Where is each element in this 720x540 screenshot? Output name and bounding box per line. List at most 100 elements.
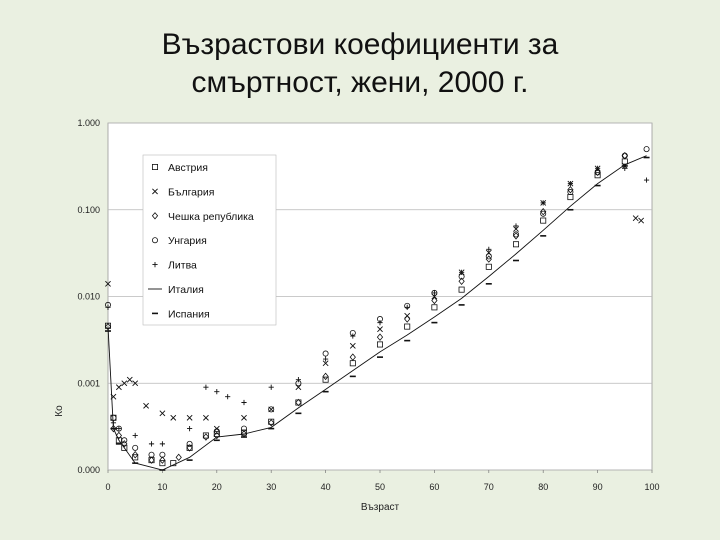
data-point xyxy=(404,315,411,323)
data-point xyxy=(377,320,383,326)
data-point xyxy=(621,151,628,160)
data-point xyxy=(186,414,193,421)
data-point xyxy=(643,177,650,183)
data-point xyxy=(132,454,139,461)
data-point xyxy=(376,341,383,348)
data-point xyxy=(159,410,166,417)
data-point xyxy=(349,342,356,349)
x-axis-title: Възраст xyxy=(361,502,400,513)
y-axis-title: Ко xyxy=(54,405,65,417)
data-point xyxy=(540,200,546,206)
data-point xyxy=(116,426,122,432)
data-point xyxy=(621,152,628,159)
data-point xyxy=(110,424,117,433)
x-tick-label: 50 xyxy=(375,482,385,492)
data-point xyxy=(187,426,193,432)
data-point xyxy=(186,444,193,452)
data-point xyxy=(202,432,209,439)
legend-marker xyxy=(151,212,159,220)
data-point xyxy=(202,433,210,441)
data-point xyxy=(121,380,128,387)
y-tick-label: 0.100 xyxy=(77,205,100,215)
data-point xyxy=(322,350,329,357)
data-point xyxy=(632,215,639,222)
data-point xyxy=(486,246,492,252)
data-point xyxy=(540,217,547,224)
data-point xyxy=(513,231,520,238)
data-point xyxy=(349,353,356,361)
data-point xyxy=(121,440,128,448)
data-point xyxy=(594,168,601,177)
data-point xyxy=(115,384,122,391)
data-point xyxy=(404,323,411,330)
data-point xyxy=(540,207,547,216)
series-plus xyxy=(105,165,650,447)
legend-label: България xyxy=(168,186,214,198)
legend-label: Австрия xyxy=(168,162,208,174)
series-line xyxy=(107,155,647,471)
legend-marker xyxy=(152,262,158,268)
data-point xyxy=(350,333,356,339)
x-tick-label: 80 xyxy=(538,482,548,492)
y-tick-label: 1.000 xyxy=(77,118,100,128)
data-point xyxy=(567,186,574,194)
x-tick-label: 30 xyxy=(266,482,276,492)
data-point xyxy=(268,384,274,390)
data-point xyxy=(170,414,177,421)
data-point xyxy=(186,440,193,447)
series-line xyxy=(107,155,647,471)
data-point xyxy=(323,356,329,362)
data-point xyxy=(170,460,177,467)
slide-title-line-1: Възрастови коефициенти за xyxy=(161,28,559,61)
data-point xyxy=(159,451,166,458)
data-point xyxy=(322,372,329,381)
y-tick-label: 0.001 xyxy=(77,378,100,388)
data-point xyxy=(143,402,149,409)
data-point xyxy=(595,165,601,171)
data-point xyxy=(159,441,165,447)
data-point xyxy=(513,226,519,232)
data-point xyxy=(159,456,166,464)
data-point xyxy=(132,444,139,451)
data-point xyxy=(148,456,155,464)
data-series xyxy=(104,146,650,471)
data-point xyxy=(376,333,384,341)
data-point xyxy=(540,210,547,217)
legend-label: Унгария xyxy=(168,235,207,247)
legend-label: Италия xyxy=(168,284,204,296)
data-point xyxy=(513,241,520,248)
legend-marker xyxy=(152,188,158,195)
data-point xyxy=(322,360,329,367)
data-point xyxy=(214,389,220,395)
data-point xyxy=(115,431,123,440)
data-point xyxy=(105,280,111,287)
data-point xyxy=(512,232,520,240)
data-point xyxy=(513,223,519,229)
y-tick-label: 0.000 xyxy=(77,465,100,475)
data-point xyxy=(459,269,465,275)
data-point xyxy=(148,441,155,447)
data-point xyxy=(121,437,128,444)
data-point xyxy=(203,414,209,421)
data-point xyxy=(485,263,492,270)
data-point xyxy=(126,376,133,383)
data-point xyxy=(241,399,247,406)
x-tick-label: 100 xyxy=(644,482,659,492)
data-point xyxy=(132,380,139,387)
legend-marker xyxy=(151,163,158,170)
legend: Австрия България Чешка република Унгария Лит… xyxy=(142,154,277,326)
y-tick-label: 0.010 xyxy=(77,292,100,302)
data-point xyxy=(175,453,182,462)
data-point xyxy=(295,398,302,407)
data-point xyxy=(268,406,275,413)
series-dash xyxy=(105,156,650,471)
legend-box xyxy=(142,154,277,326)
slide-title: Възрастови коефициенти за смъртност, жен… xyxy=(0,26,720,102)
data-point xyxy=(203,384,209,390)
data-point xyxy=(295,377,301,383)
data-point xyxy=(148,451,155,458)
data-point xyxy=(213,428,220,435)
data-point xyxy=(431,296,438,305)
data-point xyxy=(431,290,437,296)
